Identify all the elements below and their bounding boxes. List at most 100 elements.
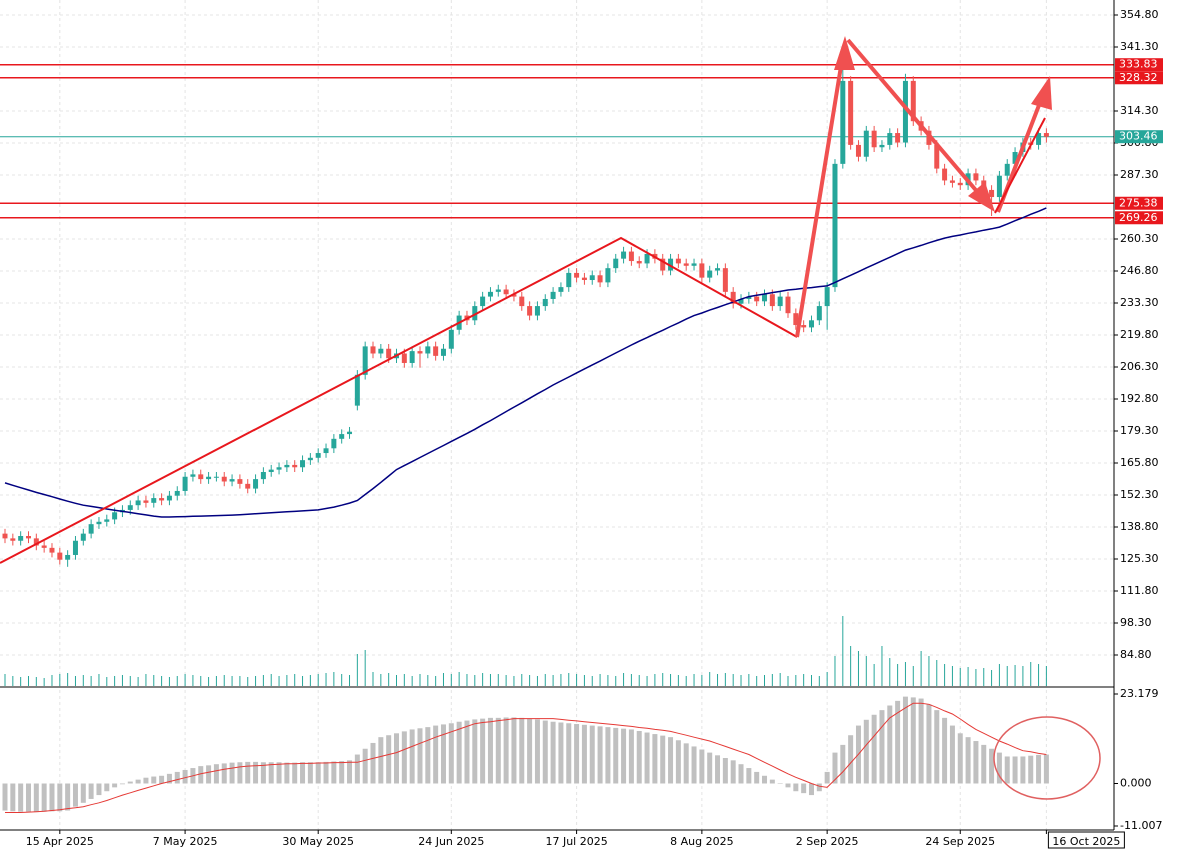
y-tick-label: 287.30 [1120,168,1159,181]
macd-bar [895,700,901,784]
candle-body [487,291,493,297]
macd-bar [1036,754,1042,784]
level-badge [1115,130,1163,144]
macd-bar [104,783,110,792]
candle-body [174,490,180,496]
macd-bar [722,758,728,784]
level-label: 328.32 [1119,71,1158,84]
macd-bar [284,762,290,784]
candle-body [10,538,16,541]
macd-bar [777,783,783,784]
macd-bar [198,766,204,784]
macd-bar [762,775,768,784]
y-tick-label: 84.80 [1120,648,1152,661]
candle-body [1004,163,1010,176]
date-badge [1047,831,1125,849]
macd-bar [25,783,31,812]
macd-bar [268,762,274,784]
macd-bar [597,726,603,784]
candle-body [730,291,736,304]
candle-body [425,346,431,354]
candle-body [848,80,854,145]
x-tick-label: 8 Aug 2025 [670,835,733,848]
candle-body [863,130,869,157]
candle-body [213,476,219,478]
candle-body [824,287,830,307]
candle-body [934,144,940,169]
y2-tick-label: -11.007 [1120,819,1162,832]
y-tick-label: 125.30 [1120,552,1159,565]
candle-body [245,483,251,489]
candle-body [260,472,266,480]
y-tick-label: 260.30 [1120,232,1159,245]
candle-body [949,180,955,183]
macd-bar [613,727,619,784]
macd-bar [18,783,24,812]
macd-bar [72,783,78,807]
candle-body [354,374,360,406]
macd-bar [323,761,329,784]
macd-bar [166,773,172,784]
x-tick-label: 30 May 2025 [282,835,354,848]
macd-bar [464,720,470,784]
macd-bar [816,783,822,792]
macd-bar [785,783,791,788]
level-label: 269.26 [1119,211,1158,224]
macd-bar [871,714,877,784]
y-tick-label: 138.80 [1120,520,1159,533]
y-tick-label: 314.30 [1120,104,1159,117]
candle-body [284,464,290,468]
candle-body [339,434,345,439]
candle-body [409,351,415,363]
candle-body [159,498,165,501]
candle-body [206,476,212,480]
macd-bar [738,764,744,784]
macd-bar [652,734,658,784]
arrow-head [1031,76,1052,110]
axis-labels: 354.80341.30314.30300.80287.30260.30246.… [26,8,1163,849]
macd-bar [957,733,963,784]
macd-bar [918,698,924,784]
candle-body [973,173,979,181]
macd-bar [88,783,94,799]
y-tick-label: 219.80 [1120,328,1159,341]
x-tick-label: 24 Sep 2025 [925,835,995,848]
macd-bar [276,762,282,784]
candle-body [1043,133,1049,137]
macd-bar [926,704,932,784]
macd-bar [683,743,689,784]
candle-body [628,251,634,262]
macd-bar [660,735,666,784]
candle-body [378,348,384,354]
macd-bar [206,765,212,784]
macd-bar [949,725,955,784]
macd-bar [433,725,439,784]
annotations [0,36,1101,800]
candle-body [307,457,313,461]
macd-bar [495,717,501,784]
candle-body [503,289,509,295]
macd-bar [558,722,564,784]
ma-line [4,207,1047,518]
macd-bar [527,718,533,784]
macd-bar [668,737,674,784]
macd-bar [887,705,893,784]
candle-body [276,467,282,470]
candle-body [996,175,1002,198]
arrow-head [834,36,855,70]
level-badge [1115,71,1163,85]
candle-body [605,268,611,283]
y-tick-label: 98.30 [1120,616,1152,629]
candle-body [33,538,39,546]
macd-bar [511,717,517,784]
candle-body [480,296,486,307]
candle-body [902,80,908,143]
macd-bar [378,737,384,784]
macd-bar [339,761,345,784]
macd-bar [182,769,188,784]
macd-bar [292,762,298,784]
macd-bar [96,783,102,796]
level-badge [1115,58,1163,72]
